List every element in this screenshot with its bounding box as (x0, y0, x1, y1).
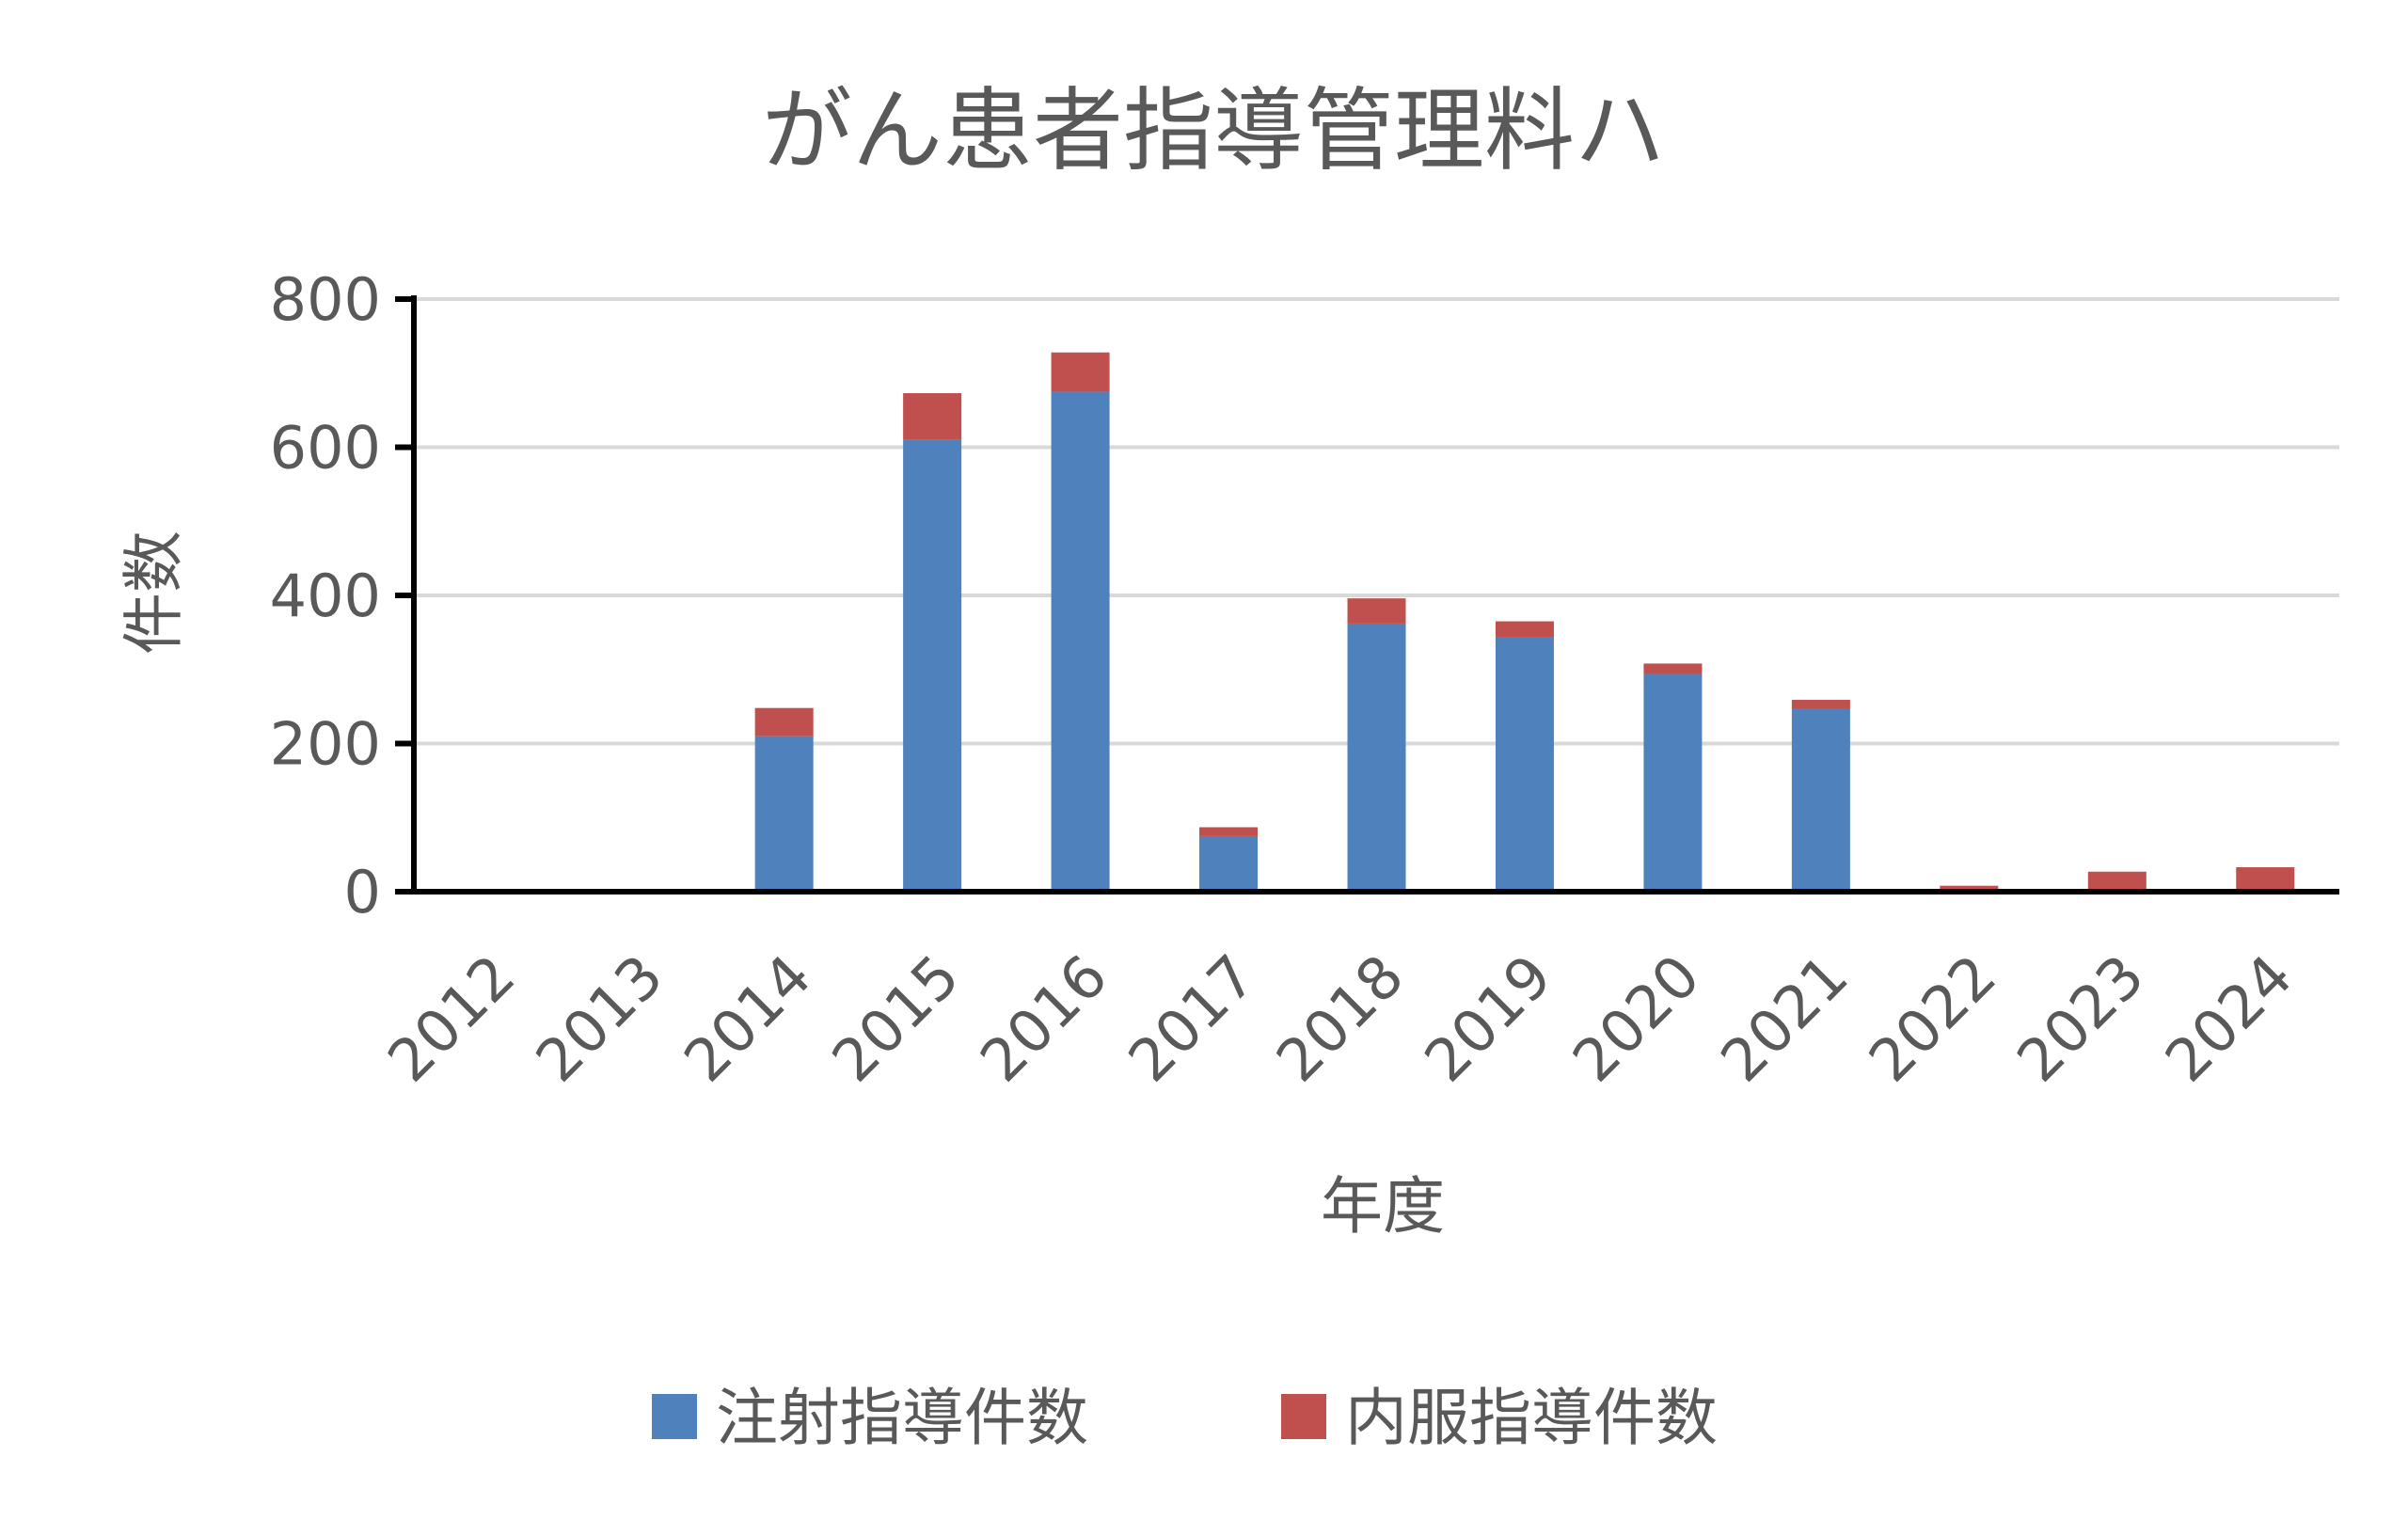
x-tick-label-2012: 2012 (374, 942, 528, 1095)
x-tick-label-2019: 2019 (1411, 942, 1564, 1095)
legend-item-injection: 注射指導件数 (652, 1382, 1088, 1454)
bar-injection-2015 (903, 439, 962, 892)
bar-injection-2018 (1347, 623, 1406, 892)
x-tick-label-2015: 2015 (819, 942, 973, 1095)
bar-oral-2023 (2087, 871, 2147, 892)
x-tick-label-2022: 2022 (1856, 942, 2009, 1095)
x-tick-label-2024: 2024 (2152, 942, 2305, 1095)
chart-title: がん患者指導管理料ハ (762, 78, 1665, 183)
bar-injection-2020 (1643, 673, 1703, 892)
axes (395, 295, 2339, 895)
bar-oral-2014 (754, 707, 814, 736)
x-tick-label-2017: 2017 (1115, 942, 1268, 1095)
legend-label-oral: 内服指導件数 (1345, 1382, 1718, 1454)
y-tick-label-600: 600 (270, 414, 381, 483)
bar-oral-2021 (1791, 700, 1850, 709)
y-tick-label-800: 800 (270, 265, 381, 334)
bar-oral-2022 (1940, 885, 1999, 892)
x-tick-label-2020: 2020 (1560, 942, 1713, 1095)
bar-injection-2017 (1199, 835, 1259, 892)
x-tick-labels: 2012201320142015201620172018201920202021… (374, 942, 2305, 1095)
x-axis-title: 年度 (1321, 1170, 1445, 1243)
bar-oral-2020 (1643, 663, 1703, 674)
y-tick-label-200: 200 (270, 710, 381, 779)
bar-injection-2016 (1051, 391, 1110, 892)
x-tick-label-2013: 2013 (523, 942, 676, 1095)
y-tick-label-400: 400 (270, 562, 381, 630)
bar-oral-2016 (1051, 352, 1110, 392)
bar-oral-2017 (1199, 827, 1259, 836)
y-tick-label-0: 0 (344, 858, 381, 926)
bar-oral-2018 (1347, 598, 1406, 624)
legend-label-injection: 注射指導件数 (716, 1382, 1088, 1454)
bar-injection-2019 (1495, 637, 1554, 892)
x-tick-label-2023: 2023 (2004, 942, 2157, 1095)
legend-swatch-injection (652, 1394, 697, 1439)
bar-oral-2024 (2236, 867, 2295, 892)
x-tick-label-2018: 2018 (1263, 942, 1417, 1095)
y-axis-title: 件数 (118, 530, 190, 655)
y-tick-labels: 0 200 400 600 800 (270, 265, 381, 926)
legend-swatch-oral (1281, 1394, 1326, 1439)
bars (754, 352, 2295, 892)
bar-injection-2014 (754, 736, 814, 892)
x-tick-label-2016: 2016 (967, 942, 1120, 1095)
bar-injection-2021 (1791, 708, 1850, 892)
legend-item-oral: 内服指導件数 (1281, 1382, 1718, 1454)
bar-oral-2015 (903, 393, 962, 440)
x-tick-label-2021: 2021 (1707, 942, 1861, 1095)
legend: 注射指導件数 内服指導件数 (652, 1382, 1718, 1454)
x-tick-label-2014: 2014 (671, 942, 824, 1095)
bar-oral-2019 (1495, 621, 1554, 638)
